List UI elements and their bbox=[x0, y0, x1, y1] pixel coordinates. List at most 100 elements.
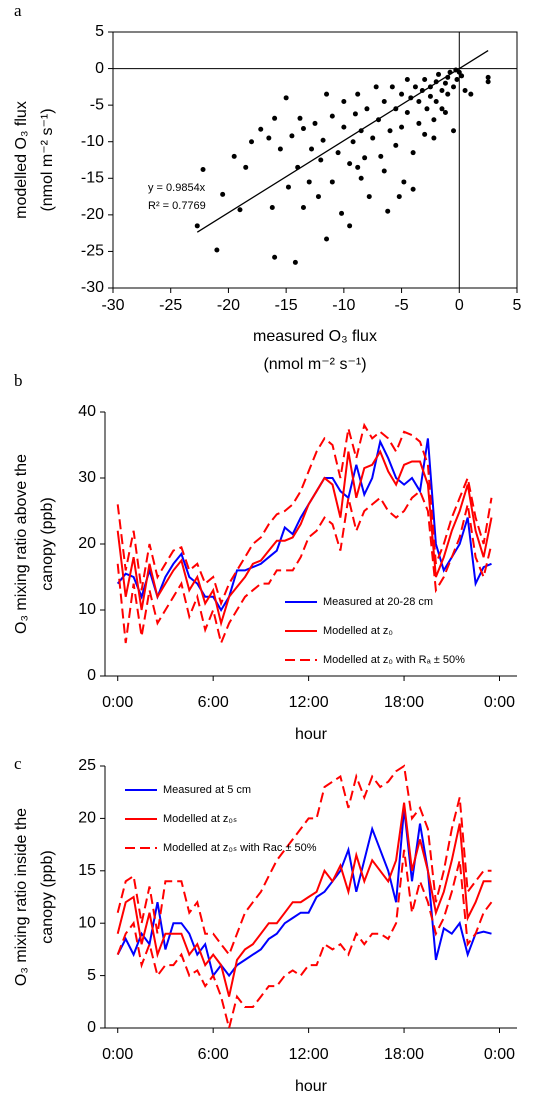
series-line bbox=[116, 449, 493, 628]
point bbox=[309, 146, 315, 152]
fit-r2: R² = 0.7769 bbox=[148, 200, 206, 212]
x-axis-label: (nmol m⁻² s⁻¹) bbox=[263, 356, 366, 373]
y-axis-label: modelled O₃ flux bbox=[13, 101, 30, 219]
point bbox=[451, 128, 457, 134]
series-line bbox=[116, 422, 493, 607]
point bbox=[416, 120, 422, 126]
point bbox=[318, 157, 324, 163]
point bbox=[375, 117, 381, 123]
x-tick-label: 0:00 bbox=[484, 1046, 515, 1063]
point bbox=[412, 84, 418, 90]
point bbox=[200, 167, 206, 173]
point bbox=[324, 91, 330, 97]
point bbox=[433, 79, 439, 85]
point bbox=[416, 98, 422, 104]
series-line bbox=[116, 807, 492, 978]
point bbox=[362, 155, 368, 161]
point bbox=[370, 135, 376, 141]
point bbox=[355, 91, 361, 97]
point bbox=[355, 164, 361, 170]
x-tick-label: 12:00 bbox=[289, 1046, 329, 1063]
point bbox=[269, 205, 275, 211]
point bbox=[306, 179, 312, 185]
legend-label: Measured at 20-28 cm bbox=[323, 596, 433, 608]
point bbox=[404, 77, 410, 83]
point bbox=[283, 95, 289, 101]
point bbox=[277, 146, 283, 152]
point bbox=[285, 184, 291, 190]
point bbox=[289, 133, 295, 139]
y-tick-label: 20 bbox=[78, 810, 96, 827]
x-tick-label: 18:00 bbox=[384, 694, 424, 711]
point bbox=[393, 106, 399, 112]
legend-label: Measured at 5 cm bbox=[163, 784, 251, 796]
point bbox=[410, 150, 416, 156]
point bbox=[258, 126, 264, 132]
y-tick-label: -15 bbox=[81, 170, 104, 187]
point bbox=[447, 69, 453, 75]
point bbox=[454, 77, 460, 83]
point bbox=[358, 175, 364, 181]
y-axis-label: O₃ mixing ratio above the bbox=[13, 454, 30, 634]
point bbox=[424, 106, 430, 112]
x-tick-label: 5 bbox=[513, 297, 522, 314]
y-tick-label: -25 bbox=[81, 243, 104, 260]
point bbox=[231, 153, 237, 159]
point bbox=[410, 186, 416, 192]
series-line bbox=[116, 849, 493, 1029]
x-tick-label: -25 bbox=[159, 297, 182, 314]
point bbox=[350, 139, 356, 145]
point bbox=[451, 84, 457, 90]
point bbox=[422, 131, 428, 137]
y-tick-label: -20 bbox=[81, 206, 104, 223]
point bbox=[292, 259, 298, 265]
x-axis-label: hour bbox=[295, 726, 328, 743]
point bbox=[366, 194, 372, 200]
point bbox=[324, 236, 330, 242]
point bbox=[396, 194, 402, 200]
point bbox=[436, 71, 442, 77]
point bbox=[300, 205, 306, 211]
point bbox=[341, 98, 347, 104]
y-tick-label: 5 bbox=[95, 23, 104, 40]
point bbox=[408, 95, 414, 101]
x-tick-label: 12:00 bbox=[289, 694, 329, 711]
point bbox=[468, 91, 474, 97]
x-tick-label: 6:00 bbox=[198, 694, 229, 711]
panel-label: a bbox=[14, 1, 22, 20]
point bbox=[445, 74, 451, 80]
point bbox=[237, 207, 243, 213]
point bbox=[297, 115, 303, 121]
series-line bbox=[116, 764, 492, 957]
point bbox=[459, 73, 465, 79]
legend-label: Modelled at z₀ bbox=[323, 625, 393, 637]
series-line bbox=[116, 438, 492, 612]
point bbox=[456, 69, 462, 75]
point bbox=[364, 106, 370, 112]
point bbox=[404, 109, 410, 115]
point bbox=[445, 91, 451, 97]
point bbox=[442, 109, 448, 115]
point bbox=[439, 106, 445, 112]
y-tick-label: 10 bbox=[78, 601, 96, 618]
point bbox=[329, 179, 335, 185]
y-tick-label: 15 bbox=[78, 862, 96, 879]
point bbox=[419, 88, 425, 94]
legend-label: Modelled at z₀ with Rₐ ± 50% bbox=[323, 654, 465, 666]
point bbox=[266, 135, 272, 141]
point bbox=[272, 254, 278, 260]
point bbox=[442, 80, 448, 86]
point bbox=[214, 247, 220, 253]
point bbox=[320, 137, 326, 143]
panel-label: c bbox=[14, 754, 22, 773]
y-tick-label: 5 bbox=[87, 967, 96, 984]
x-tick-label: -20 bbox=[217, 297, 240, 314]
x-axis-label: hour bbox=[295, 1078, 328, 1095]
y-tick-label: 20 bbox=[78, 535, 96, 552]
point bbox=[431, 135, 437, 141]
x-tick-label: -15 bbox=[275, 297, 298, 314]
y-axis-label: O₃ mixing ratio inside the bbox=[13, 808, 30, 986]
point bbox=[389, 84, 395, 90]
point bbox=[385, 208, 391, 214]
